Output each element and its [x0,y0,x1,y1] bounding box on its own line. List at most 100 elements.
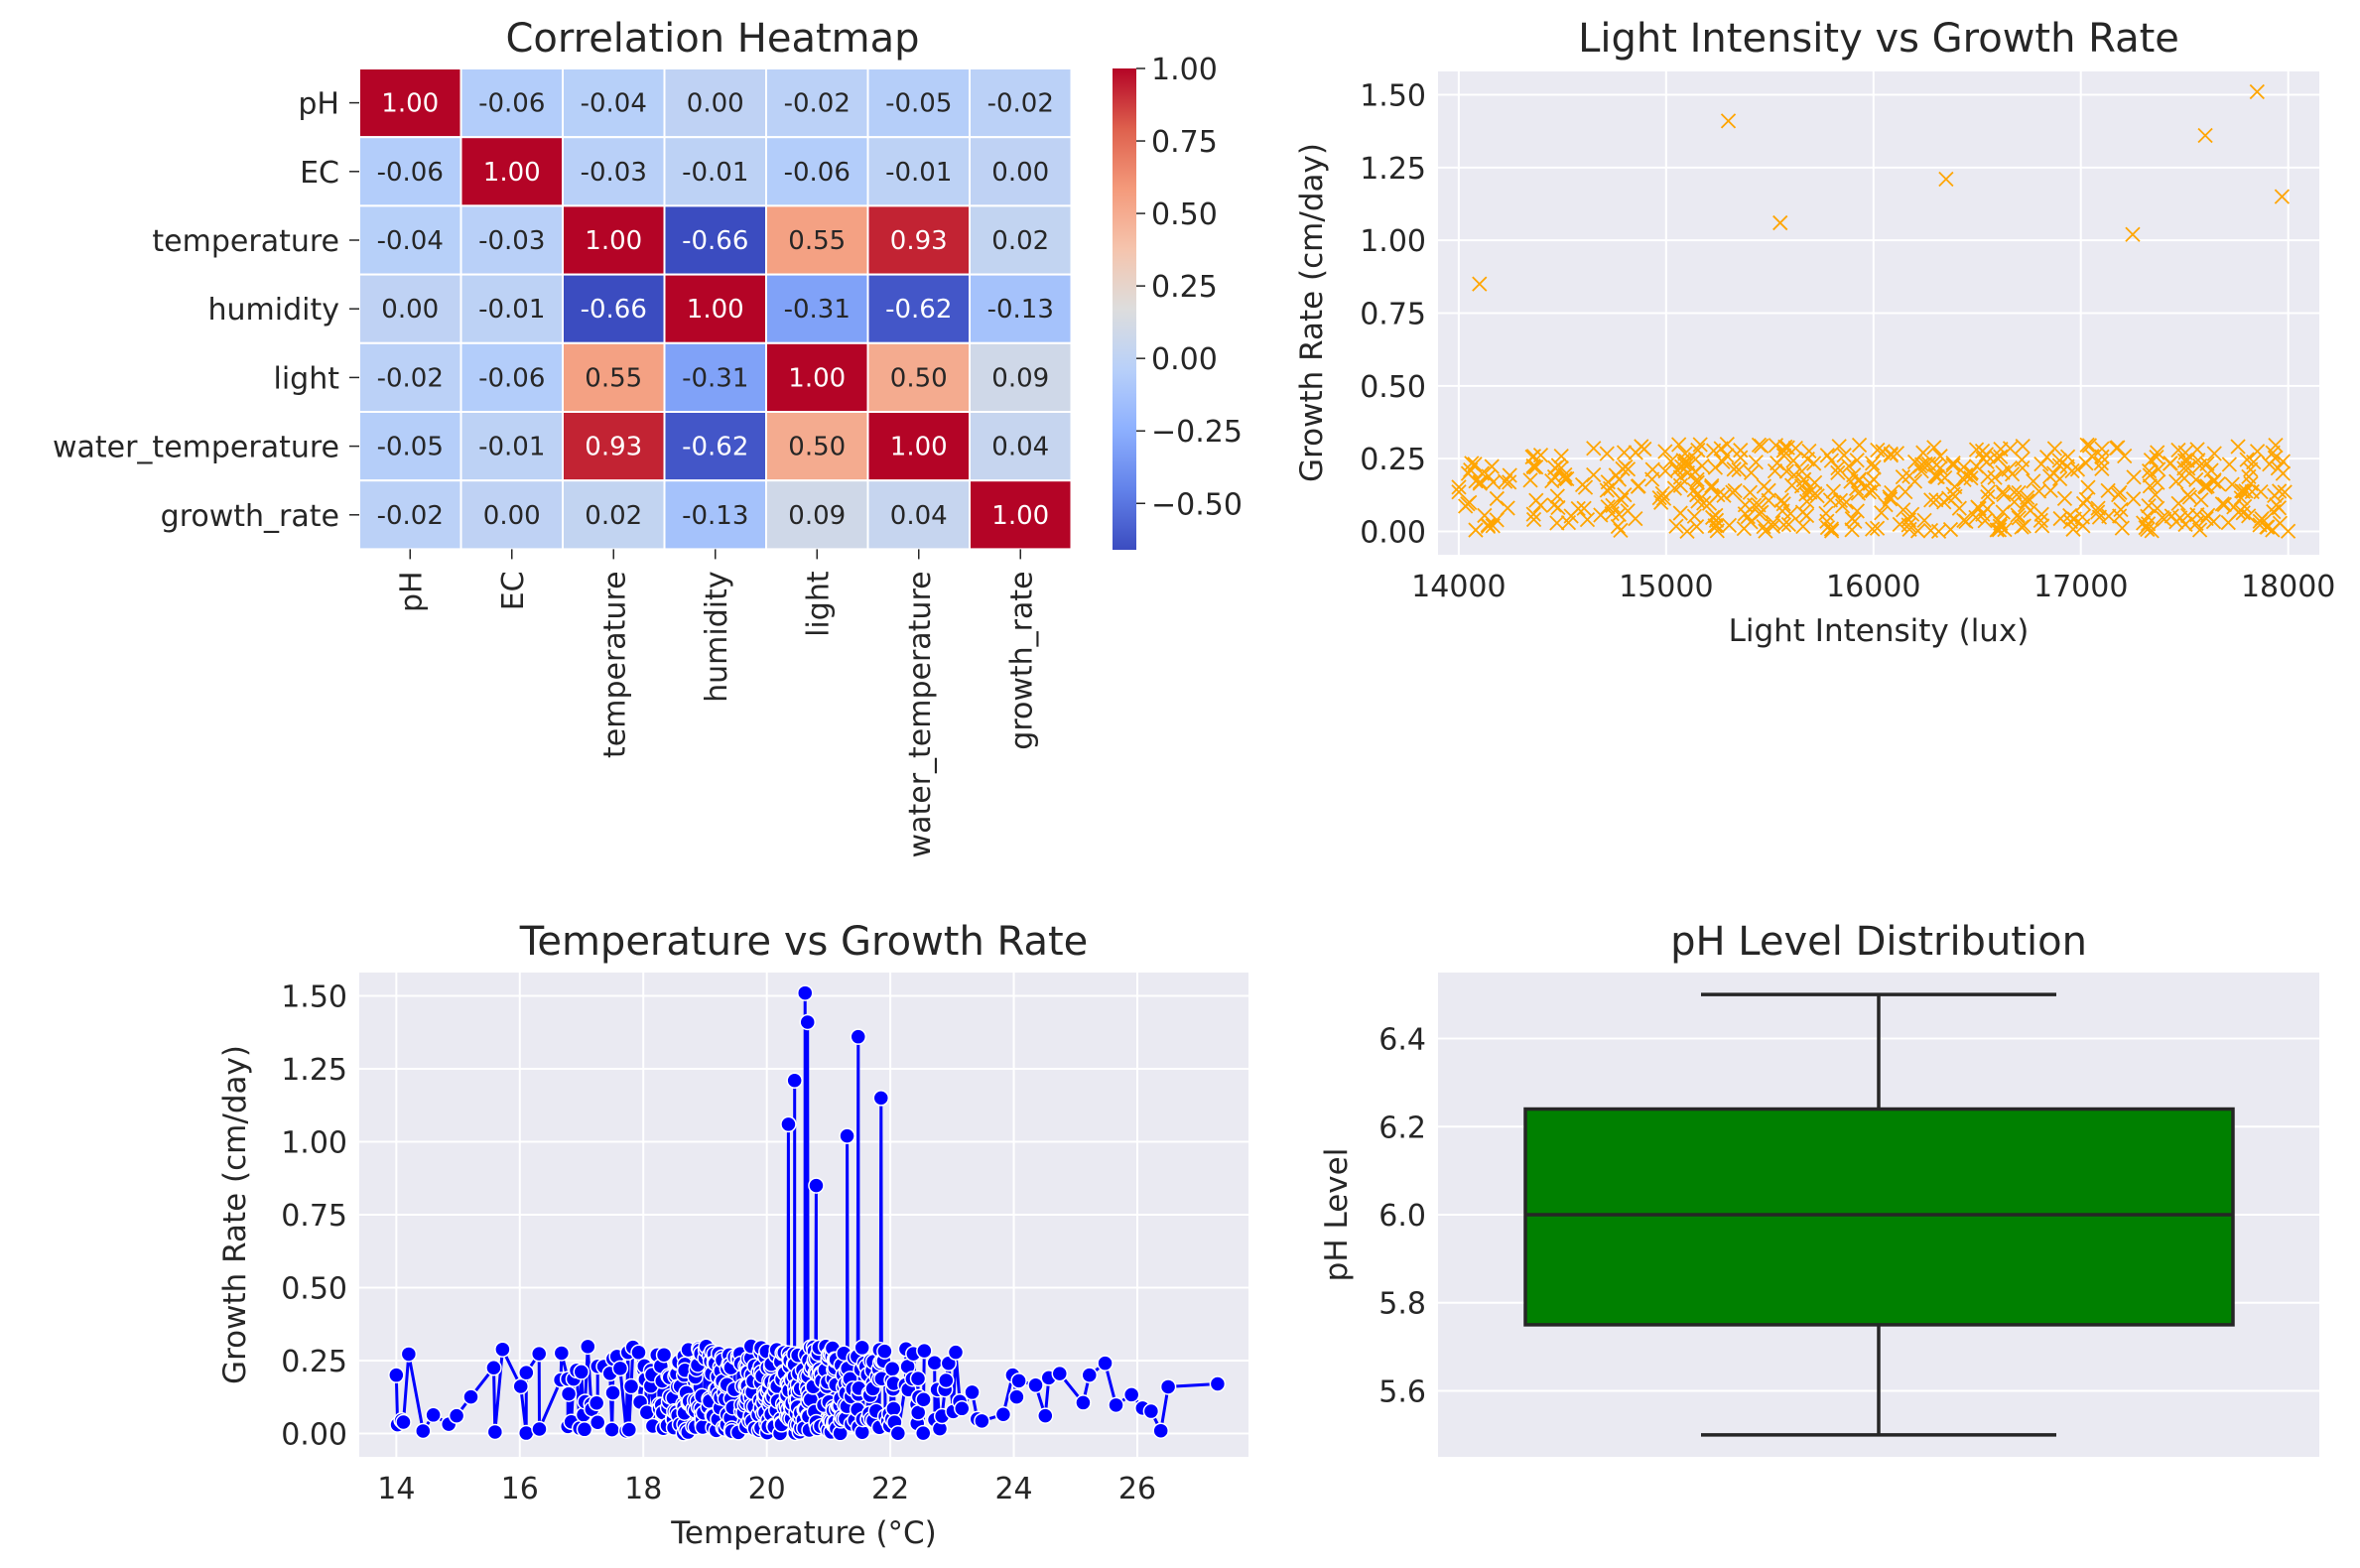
heatmap-cell-label: -0.06 [478,89,545,119]
line-marker [512,1377,529,1395]
scatter-point [2151,461,2166,477]
heatmap-row-label: pH [298,87,339,122]
scatter-point-mark [1849,503,1865,519]
box-y-axis-label: pH Level [1319,1148,1355,1282]
scatter-point-mark [2246,454,2262,470]
scatter-point [2214,496,2230,512]
scatter-point [2101,508,2117,524]
scatter-y-tick-label: 1.50 [1360,78,1426,113]
scatter-point-mark [2064,462,2080,479]
scatter-point [1634,439,1649,455]
scatter-point-mark [2177,516,2193,533]
scatter-point-mark [1467,457,1483,472]
line-marker [1081,1367,1098,1383]
scatter-point [1599,446,1615,461]
scatter-point-mark [1671,437,1687,453]
line-marker [1008,1388,1025,1405]
scatter-point-mark [1525,511,1542,528]
line-x-axis-label: Temperature (°C) [670,1515,937,1551]
scatter-point [1889,446,1905,461]
scatter-point-mark [2065,521,2081,537]
scatter-point-mark [1951,500,1967,516]
scatter-point-mark [1611,506,1627,522]
heatmap-cell-label: 1.00 [788,363,846,393]
scatter-point-mark [1989,450,2005,465]
scatter-point [2007,494,2023,510]
scatter-point [1995,484,2011,500]
heatmap-cell [459,204,564,276]
scatter-point [2142,467,2158,483]
scatter-y-tick-label: 0.75 [1360,298,1426,332]
scatter-point [1477,507,1493,524]
heatmap-column-label: pH [394,571,429,612]
scatter-point [1751,437,1768,454]
scatter-point [1895,468,1910,485]
scatter-point-mark [2193,492,2209,508]
line-x-tick-label: 16 [501,1472,539,1506]
scatter-point [2277,484,2293,500]
line-marker [1122,1386,1140,1403]
scatter-point-mark [2150,445,2165,460]
heatmap-cell [969,411,1073,482]
scatter-point-mark [1864,456,1881,471]
scatter-point-mark [1809,488,1825,504]
scatter-point-mark [1865,482,1881,499]
scatter-point [2112,484,2128,500]
scatter-point-mark [1653,494,1669,510]
scatter-point-mark [1694,457,1710,474]
scatter-point-mark [2224,476,2240,492]
scatter-y-tick-label: 0.50 [1360,370,1426,405]
heatmap-cell [358,479,462,551]
scatter-point [1865,521,1881,537]
scatter-point-mark [2148,487,2163,503]
scatter-point [1878,497,1894,513]
heatmap-cell-label: -0.05 [377,433,444,462]
scatter-point-mark [1916,512,1932,529]
scatter-point-mark [2016,518,2032,534]
scatter-point-mark [1932,449,1948,464]
line-marker [448,1407,465,1424]
scatter-point [1671,437,1687,453]
scatter-point-mark [2125,226,2141,242]
scatter-point-mark [1836,448,1852,463]
scatter-point-mark [1544,472,1560,489]
heatmap-cell [969,204,1073,276]
scatter-point-mark [2051,457,2068,473]
heatmap-column-label: temperature [597,571,632,758]
scatter-point [1549,488,1565,504]
heatmap-column-labels: pH EC temperature humidity light water_temper… [394,549,1039,857]
scatter-point [2141,498,2157,514]
scatter-point [1831,439,1847,455]
scatter-point-mark [2267,487,2283,504]
scatter-point [1912,458,1928,474]
scatter-point-mark [1703,479,1720,495]
scatter-point-mark [2168,473,2184,489]
scatter-point-mark [1995,504,2011,520]
scatter-point [1932,449,1948,464]
scatter-point-mark [2126,491,2142,507]
scatter-point [1726,461,1742,477]
scatter-point-mark [1468,473,1484,489]
scatter-point-mark [1692,437,1708,453]
scatter-point-mark [1532,497,1548,513]
scatter-point-mark [1849,453,1865,468]
scatter-point [2126,491,2142,507]
heatmap-cell-label: -0.06 [377,158,444,188]
scatter-point [1971,500,1987,516]
scatter-point [1989,450,2005,465]
colorbar-tick-label: 0.00 [1151,342,1218,377]
scatter-point [1689,471,1705,488]
scatter-point [1689,487,1705,503]
scatter-point-mark [1707,459,1724,475]
scatter-point [2274,189,2291,204]
scatter-point [1742,484,1759,500]
scatter-point [1846,467,1862,483]
scatter-point-mark [2142,478,2159,494]
scatter-point-mark [1634,439,1649,455]
scatter-point [2079,437,2095,454]
scatter-point-mark [1549,488,1565,504]
scatter-point-mark [1866,459,1882,475]
scatter-point-mark [2038,449,2055,465]
scatter-point-mark [1708,512,1725,528]
scatter-point-mark [1901,512,1916,528]
